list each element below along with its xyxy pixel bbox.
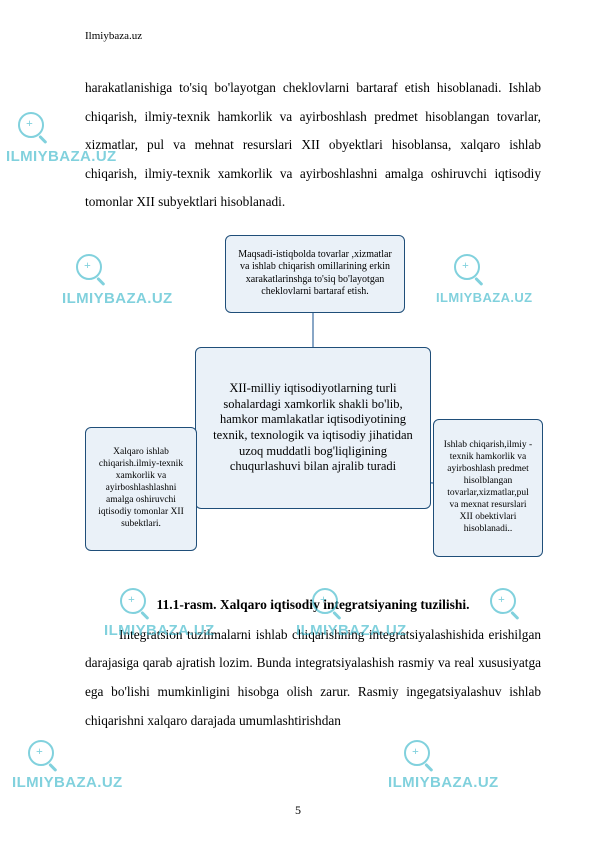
watermark-icon: + [18, 112, 44, 138]
diagram-container: Maqsadi-istiqbolda tovarlar ,xizmatlar v… [85, 231, 541, 589]
watermark-icon: + [404, 740, 430, 766]
diagram-node-right-text: Ishlab chiqarish,ilmiy -texnik hamkorlik… [442, 440, 534, 535]
diagram-node-center: XII-milliy iqtisodiyotlarning turli soha… [195, 347, 431, 509]
diagram-node-center-text: XII-milliy iqtisodiyotlarning turli soha… [204, 381, 422, 475]
diagram-node-top-text: Maqsadi-istiqbolda tovarlar ,xizmatlar v… [234, 249, 396, 299]
site-header: Ilmiybaza.uz [85, 30, 541, 42]
paragraph-2: Integratsion tuzilmalarni ishlab chiqari… [85, 621, 541, 735]
watermark-text: ILMIYBAZA.UZ [12, 774, 123, 791]
diagram-node-right: Ishlab chiqarish,ilmiy -texnik hamkorlik… [433, 419, 543, 557]
figure-caption: 11.1-rasm. Xalqaro iqtisodiy integratsiy… [85, 597, 541, 613]
diagram-node-left-text: Xalqaro ishlab chiqarish.ilmiy-texnik xa… [94, 447, 188, 530]
watermark-icon: + [28, 740, 54, 766]
diagram-node-left: Xalqaro ishlab chiqarish.ilmiy-texnik xa… [85, 427, 197, 551]
figure-caption-dot: . [466, 597, 469, 612]
watermark-text: ILMIYBAZA.UZ [388, 774, 499, 791]
paragraph-1: harakatlanishiga to'siq bo'layotgan chek… [85, 74, 541, 217]
diagram-node-top: Maqsadi-istiqbolda tovarlar ,xizmatlar v… [225, 235, 405, 313]
figure-caption-text: 11.1-rasm. Xalqaro iqtisodiy integratsiy… [157, 597, 467, 612]
page-number: 5 [0, 803, 596, 818]
